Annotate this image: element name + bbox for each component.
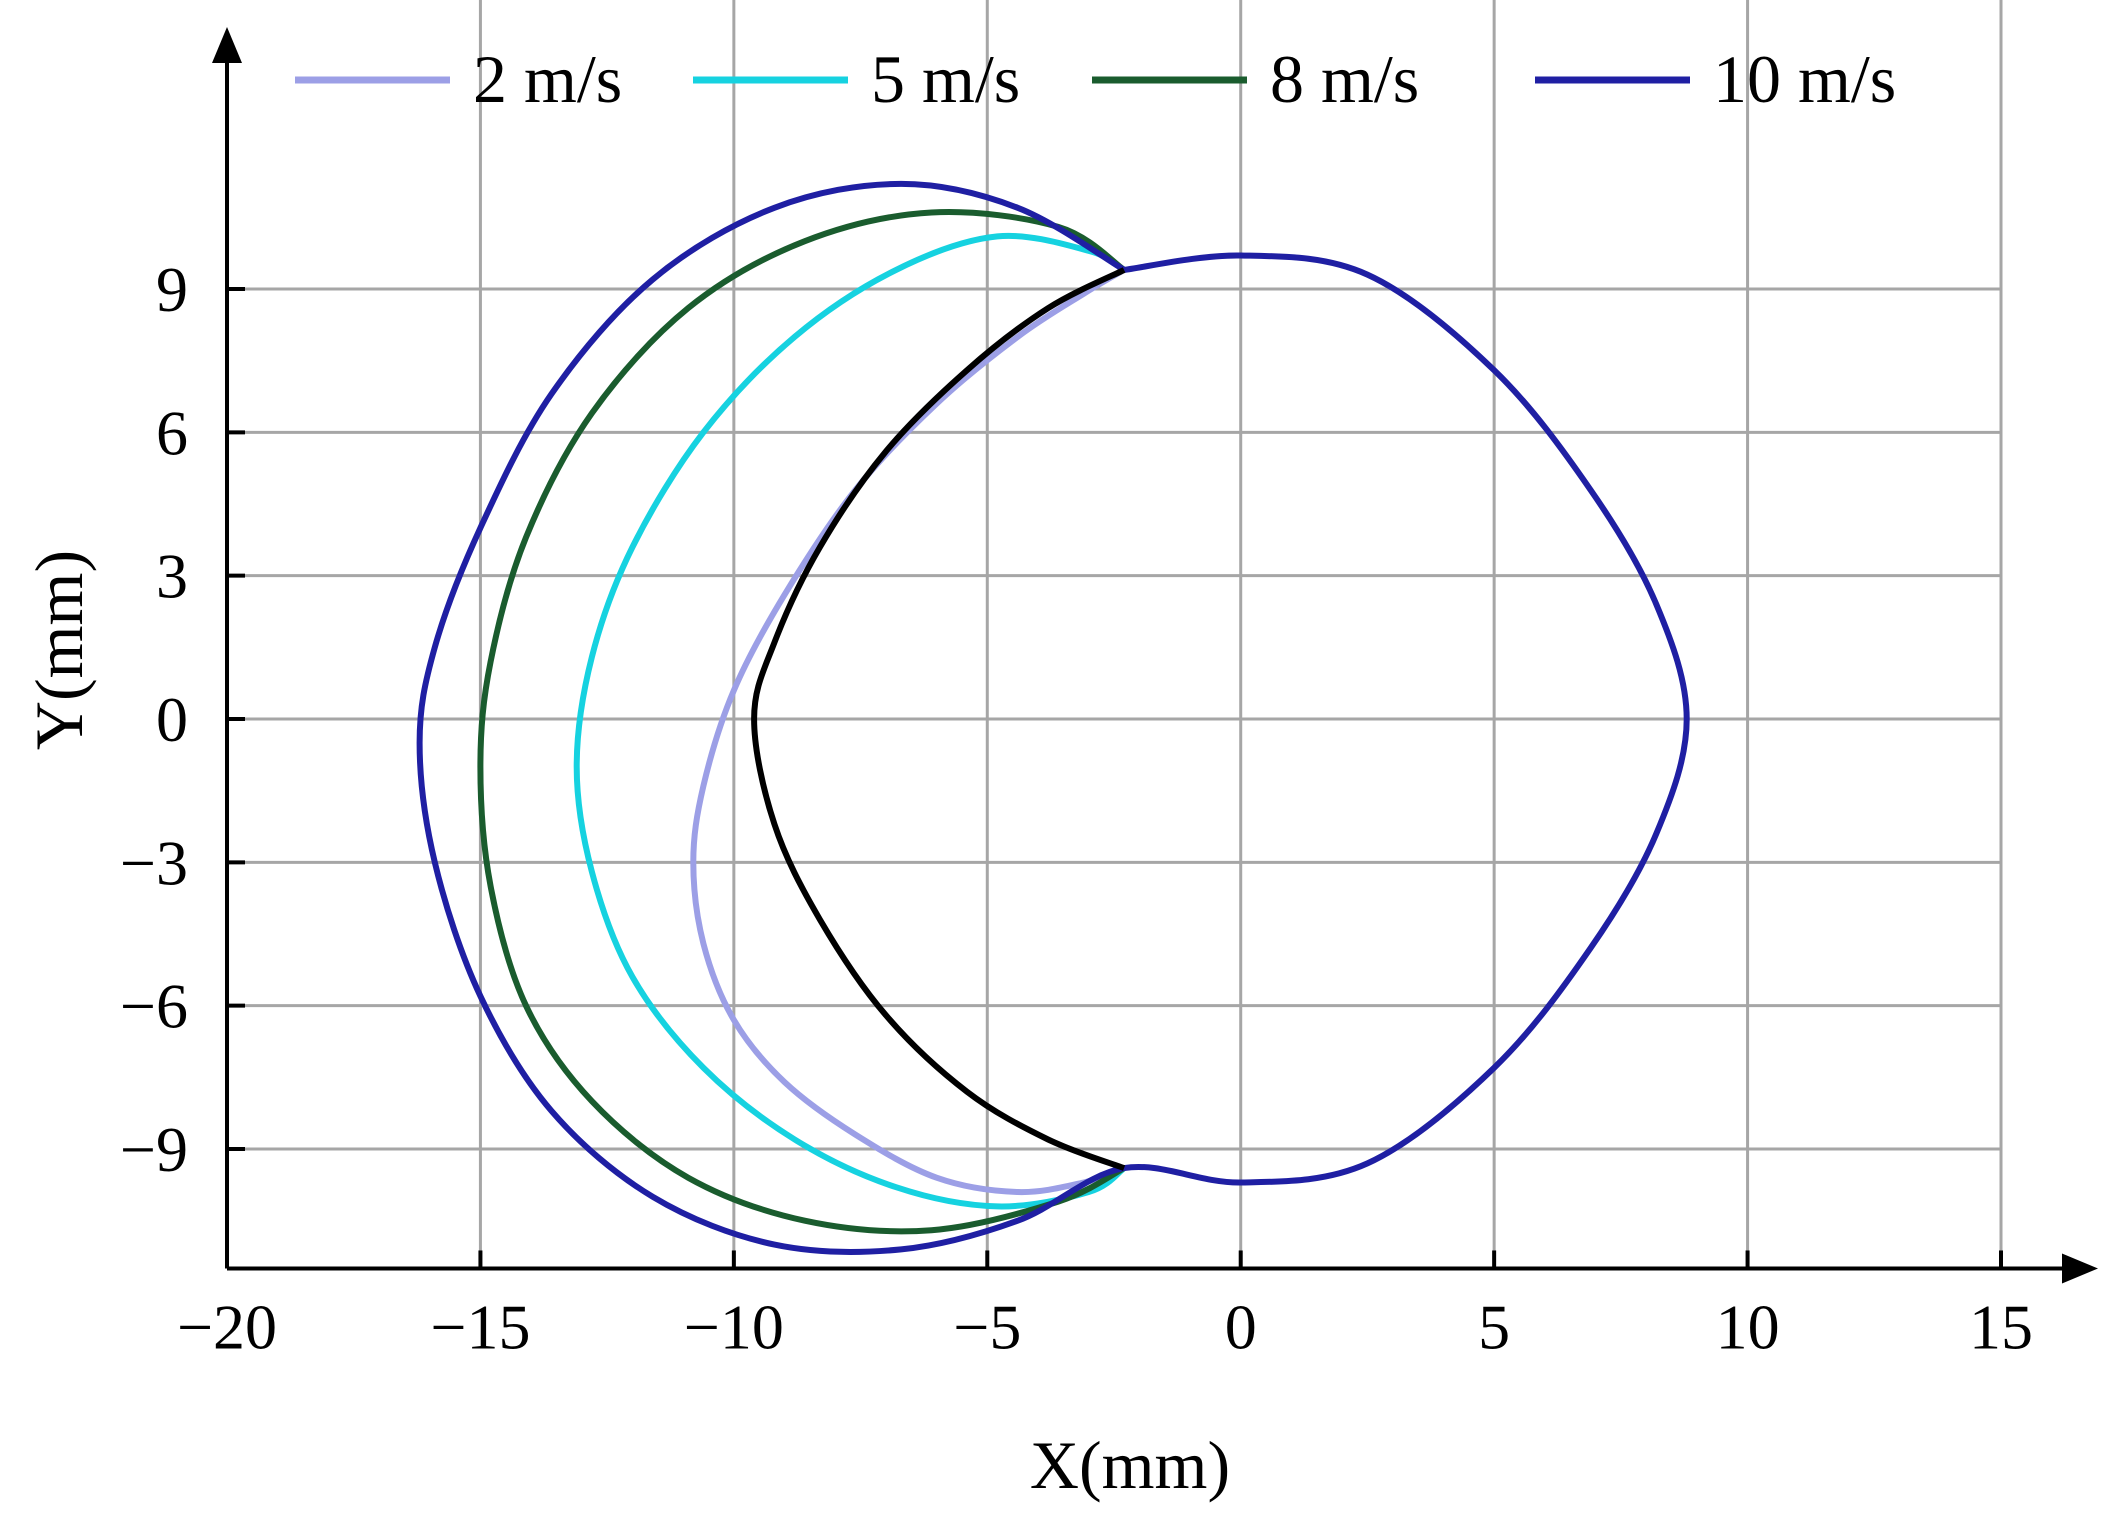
x-tick-label: −10 <box>684 1291 784 1362</box>
series-layer <box>416 180 1690 1255</box>
y-axis-title: Y(mm) <box>21 550 97 750</box>
x-axis-arrow <box>2062 1253 2098 1284</box>
series-line-10-m-s <box>416 180 1690 1255</box>
y-tick-label: 0 <box>156 684 188 755</box>
series-line-2-m-s <box>690 267 1126 1196</box>
x-tick-label: 5 <box>1478 1291 1510 1362</box>
y-axis-arrow <box>212 27 242 63</box>
x-tick-label: −5 <box>953 1291 1021 1362</box>
axes <box>212 27 2098 1284</box>
x-tick-label: 15 <box>1969 1291 2033 1362</box>
y-tick-label: −6 <box>120 971 188 1042</box>
y-tick-label: −3 <box>120 827 188 898</box>
y-tick-label: 6 <box>156 397 188 468</box>
series-line-reference-4 <box>751 267 1126 1171</box>
y-tick-label: 9 <box>156 254 188 325</box>
series-line-8-m-s <box>477 209 1126 1235</box>
legend-label: 10 m/s <box>1713 41 1896 117</box>
x-axis-title: X(mm) <box>1030 1427 1230 1503</box>
legend: 2 m/s 5 m/s 8 m/s 10 m/s <box>295 41 1896 117</box>
legend-label: 8 m/s <box>1270 41 1419 117</box>
y-tick-label: −9 <box>120 1114 188 1185</box>
grid <box>227 0 2003 1269</box>
x-tick-label: 0 <box>1225 1291 1257 1362</box>
series-line-5-m-s <box>573 232 1126 1210</box>
x-tick-label: −15 <box>430 1291 530 1362</box>
legend-label: 5 m/s <box>871 41 1020 117</box>
legend-label: 2 m/s <box>473 41 622 117</box>
x-tick-label: 10 <box>1716 1291 1780 1362</box>
x-tick-label: −20 <box>177 1291 277 1362</box>
y-tick-label: 3 <box>156 541 188 612</box>
